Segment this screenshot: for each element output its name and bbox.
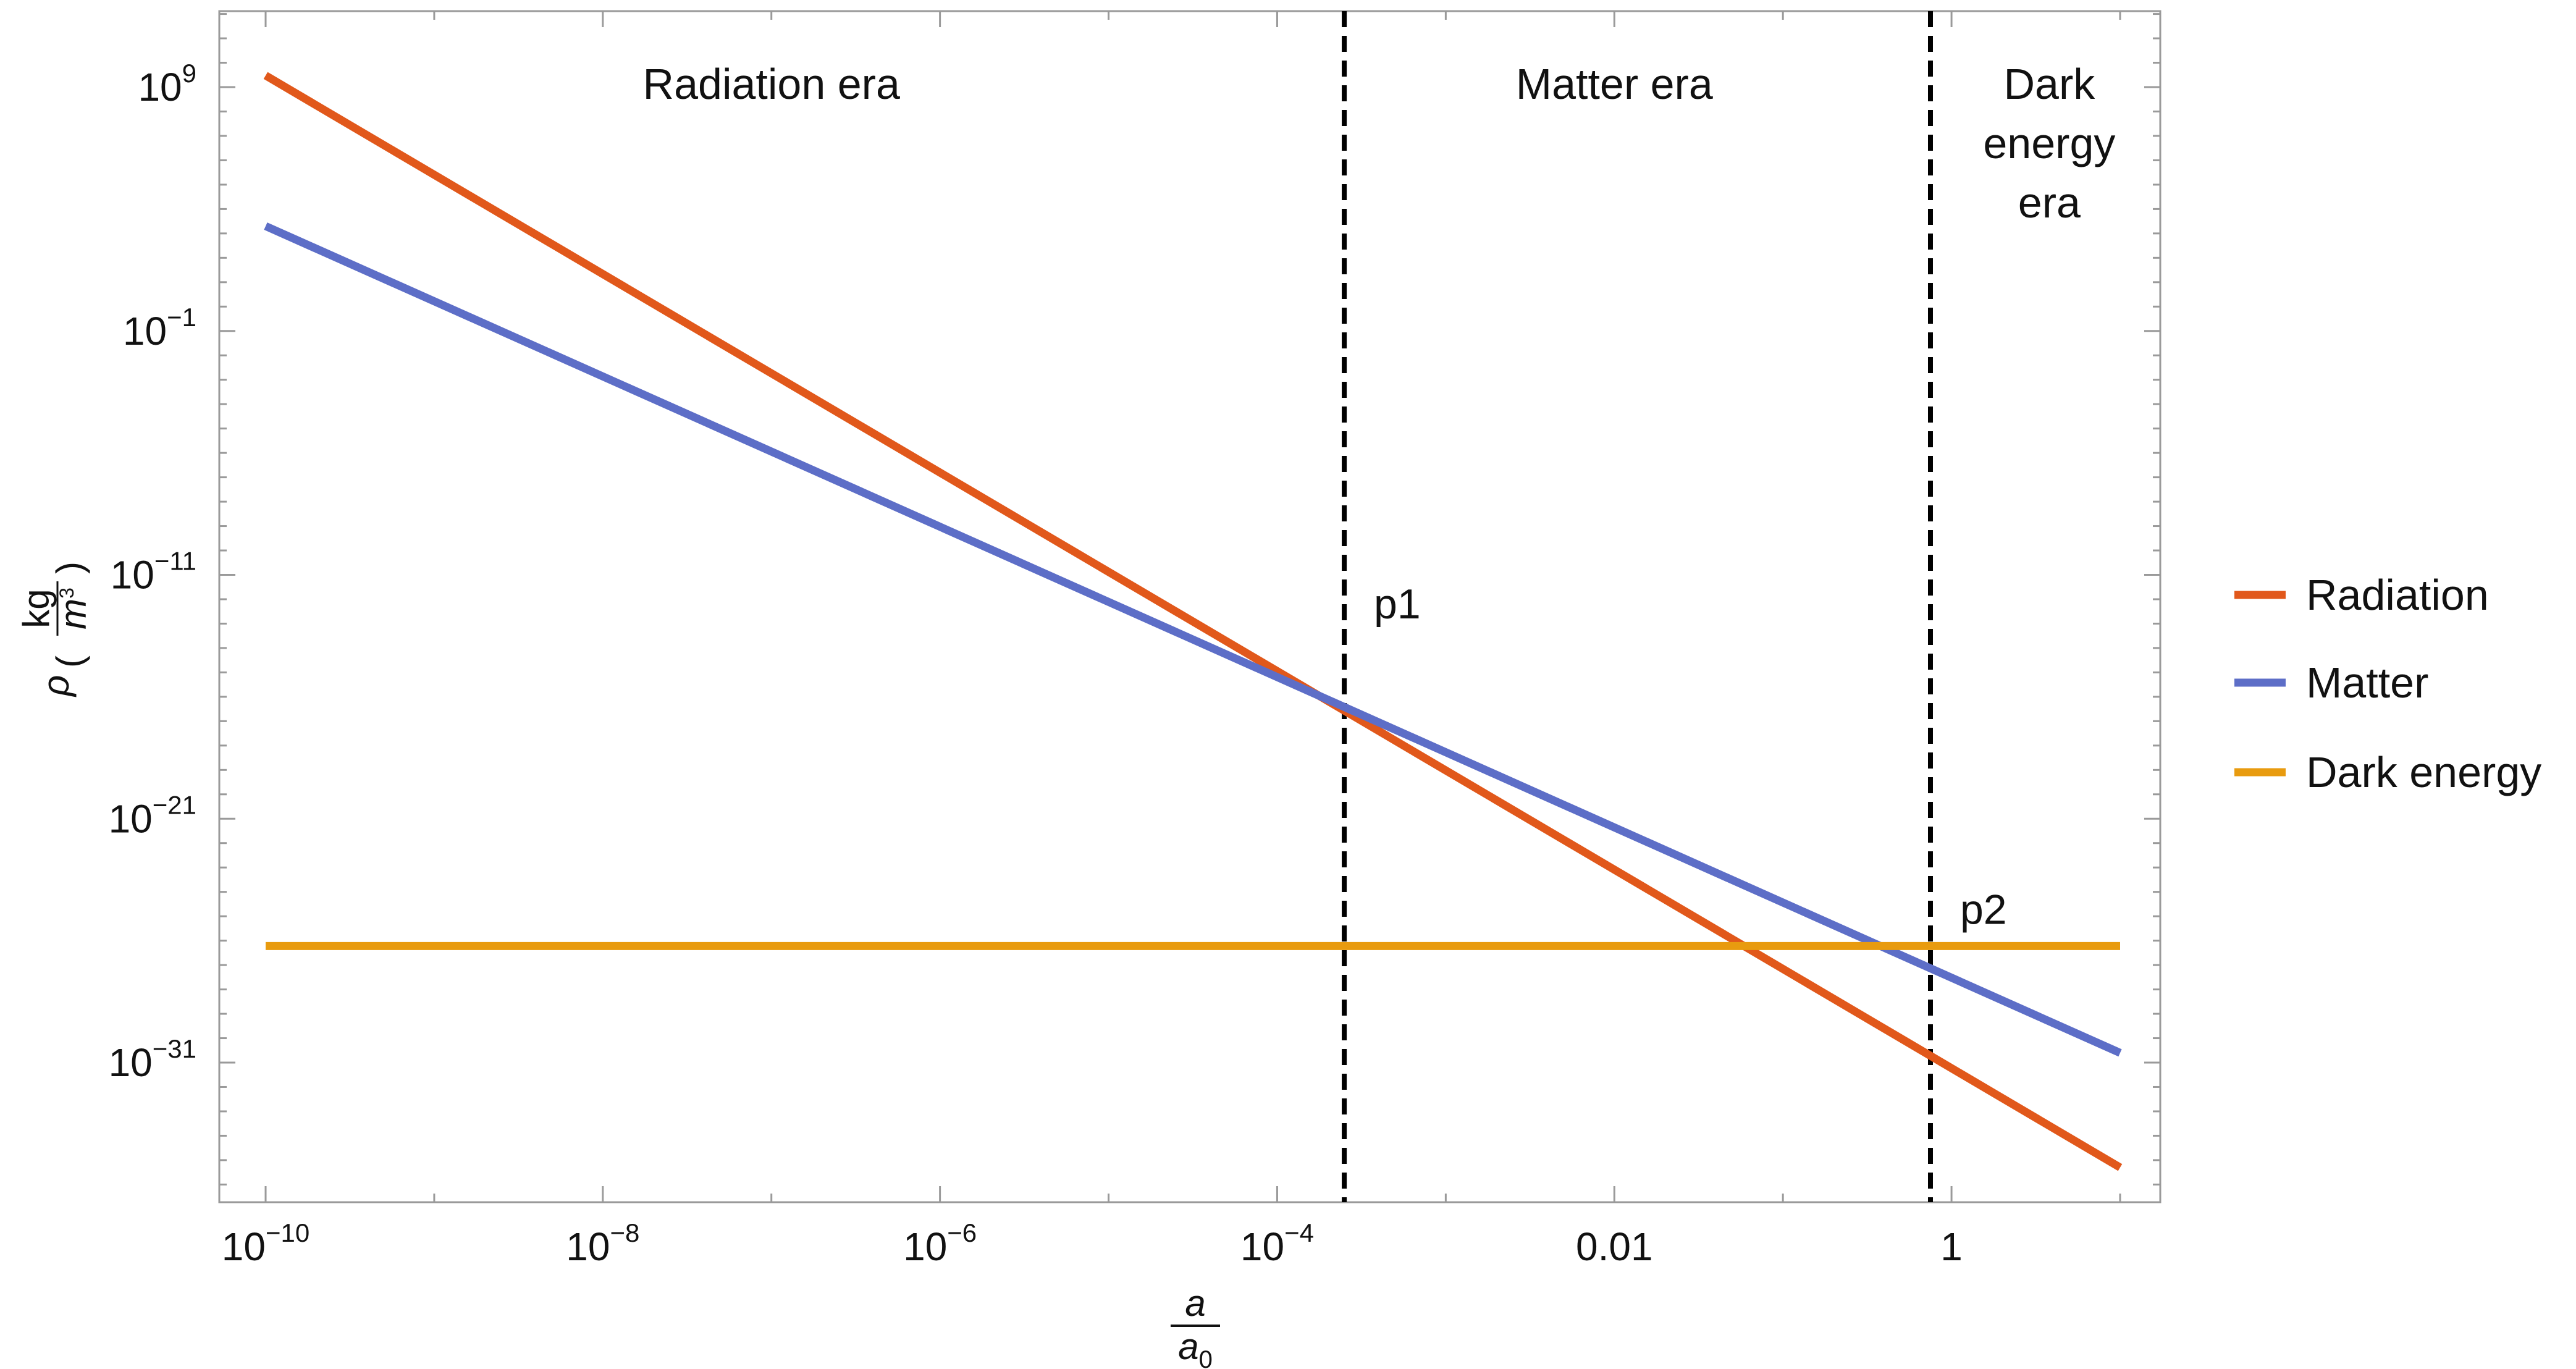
y-axis-title-denominator: m3 (53, 588, 94, 630)
y-tick-base: 10 (109, 1040, 153, 1085)
y-tick-label: 10−21 (109, 790, 196, 841)
x-axis-title: a a0 (1171, 1283, 1220, 1369)
x-tick-label: 10−8 (566, 1218, 639, 1269)
point-labels: p1 p2 (1374, 581, 2007, 933)
y-tick-label: 10−31 (109, 1034, 196, 1085)
y-axis-title-symbol: ρ (35, 675, 77, 697)
y-tick-base: 10 (109, 796, 153, 841)
x-tick-exponent: −8 (610, 1218, 639, 1247)
y-axis-title-den-base: m (53, 599, 94, 630)
y-tick-exponent: 9 (182, 59, 196, 88)
y-tick-label: 10−11 (111, 547, 196, 597)
legend-label-dark-energy: Dark energy (2306, 748, 2541, 796)
x-tick-base: 10 (566, 1224, 610, 1269)
legend-label-radiation: Radiation (2306, 571, 2489, 619)
era-label-3: era (2018, 179, 2081, 227)
x-tick-base: 10 (222, 1224, 266, 1269)
y-axis-title-close-paren: ) (49, 562, 90, 574)
y-tick-label: 10−1 (123, 303, 196, 353)
y-tick-base: 10 (123, 309, 167, 353)
x-tick-label: 10−4 (1240, 1218, 1314, 1269)
x-tick-exponent: −10 (266, 1218, 309, 1247)
y-tick-exponent: −1 (167, 303, 196, 332)
y-tick-exponent: −11 (154, 547, 196, 576)
legend-label-matter: Matter (2306, 659, 2428, 707)
series-line-radiation (263, 72, 2123, 1171)
x-tick-label: 10−10 (222, 1218, 309, 1269)
y-tick-label: 109 (138, 59, 196, 109)
y-tick-exponent: −31 (153, 1034, 196, 1063)
y-tick-exponent: −21 (153, 790, 196, 819)
plot-frame (218, 10, 2161, 1203)
x-tick-exponent: −4 (1284, 1218, 1314, 1247)
era-label-1: Radiation era (643, 60, 900, 108)
x-tick-base: 1 (1940, 1224, 1963, 1269)
x-tick-label: 0.01 (1576, 1224, 1653, 1269)
series-line-matter (264, 222, 2122, 1057)
x-tick-label: 10−6 (903, 1218, 977, 1269)
y-axis-title: ρ ( kg m3 ) (15, 562, 94, 697)
x-axis-title-den-sub: 0 (1199, 1346, 1213, 1369)
x-axis-title-denominator: a0 (1178, 1326, 1213, 1369)
era-label-2: Matter era (1516, 60, 1713, 108)
x-tick-base: 10 (903, 1224, 947, 1269)
series-lines (263, 72, 2123, 1171)
era-label-3: energy (1983, 119, 2115, 167)
era-dividers (1342, 11, 1933, 1202)
y-axis-title-numerator: kg (15, 589, 57, 628)
minor-ticks (219, 11, 2160, 1202)
y-tick-base: 10 (111, 553, 154, 597)
x-tick-label: 1 (1940, 1224, 1963, 1269)
y-axis-title-den-sup: 3 (56, 588, 78, 599)
y-tick-base: 10 (138, 65, 182, 109)
y-axis-title-open-paren: ( (49, 655, 90, 668)
point-label-p1: p1 (1374, 581, 1421, 628)
era-labels: Radiation era Matter era Dark energy era (643, 60, 2116, 227)
x-tick-exponent: −6 (947, 1218, 977, 1247)
x-tick-base: 10 (1240, 1224, 1284, 1269)
x-axis-title-numerator: a (1185, 1283, 1205, 1324)
x-axis-ticks: 10−10 10−8 10−6 10−4 0.01 1 (222, 1218, 1963, 1269)
x-tick-base: 0.01 (1576, 1224, 1653, 1269)
x-axis-title-den-base: a (1178, 1326, 1198, 1367)
legend: Radiation Matter Dark energy (2234, 571, 2541, 796)
era-label-3: Dark (2003, 60, 2095, 108)
point-label-p2: p2 (1960, 886, 2007, 933)
